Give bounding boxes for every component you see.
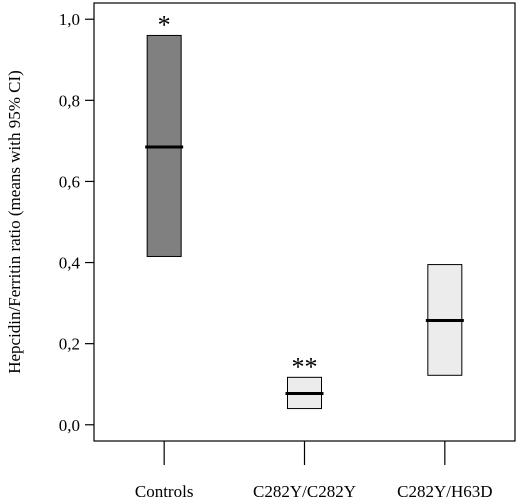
y-tick-label: 0,6 bbox=[59, 172, 80, 191]
y-tick-label: 0,0 bbox=[59, 416, 80, 435]
y-tick-label: 0,8 bbox=[59, 91, 80, 110]
boxes: *** bbox=[145, 10, 464, 410]
y-tick-label: 1,0 bbox=[59, 10, 80, 29]
y-axis: 0,0 0,2 0,4 0,6 0,8 1,0 bbox=[59, 10, 94, 435]
y-tick-label: 0,2 bbox=[59, 335, 80, 354]
significance-marker: ** bbox=[292, 352, 318, 381]
y-axis-title: Hepcidin/Ferritin ratio (means with 95% … bbox=[5, 70, 24, 374]
x-tick-label: Controls bbox=[135, 482, 194, 500]
x-axis: Controls C282Y/C282Y C282Y/H63D bbox=[135, 441, 493, 500]
y-tick-label: 0,4 bbox=[59, 254, 81, 273]
x-tick-label: C282Y/C282Y bbox=[253, 482, 356, 500]
significance-marker: * bbox=[158, 10, 171, 39]
x-tick-label: C282Y/H63D bbox=[397, 482, 492, 500]
